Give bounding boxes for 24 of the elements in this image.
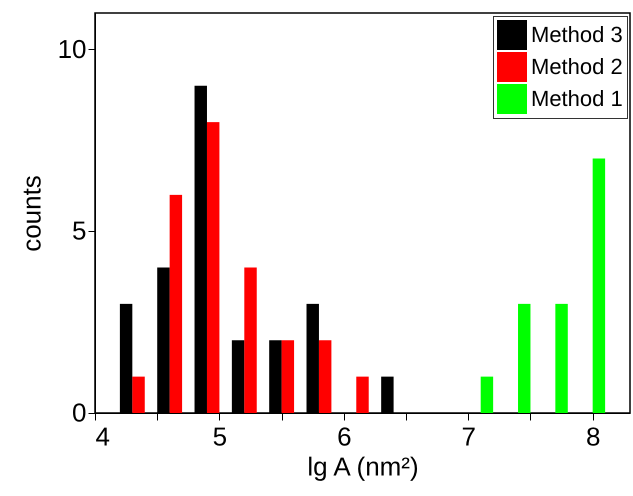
x-tick-label: 6 [337,422,352,452]
y-tick-label: 10 [58,34,86,64]
x-tick-label: 8 [586,422,600,452]
bar [170,194,182,413]
x-axis-title: lg A (nm²) [307,452,419,482]
x-tick-label: 5 [212,422,228,452]
bar [132,376,145,413]
legend-label: Method 1 [531,86,623,111]
bar [592,158,606,413]
y-tick-label: 0 [72,398,86,428]
bar [555,304,568,413]
bar [356,376,369,413]
x-tick-label: 7 [462,422,476,452]
legend-label: Method 3 [531,22,623,47]
bar [244,268,257,413]
legend-label: Method 2 [531,54,623,79]
x-tick-label: 4 [96,422,110,452]
y-tick-label: 5 [72,216,86,246]
bar [206,122,220,413]
bar [480,376,494,413]
y-axis-title: counts [16,175,47,252]
bar [318,340,332,413]
bar [282,340,294,413]
bar [518,304,530,413]
